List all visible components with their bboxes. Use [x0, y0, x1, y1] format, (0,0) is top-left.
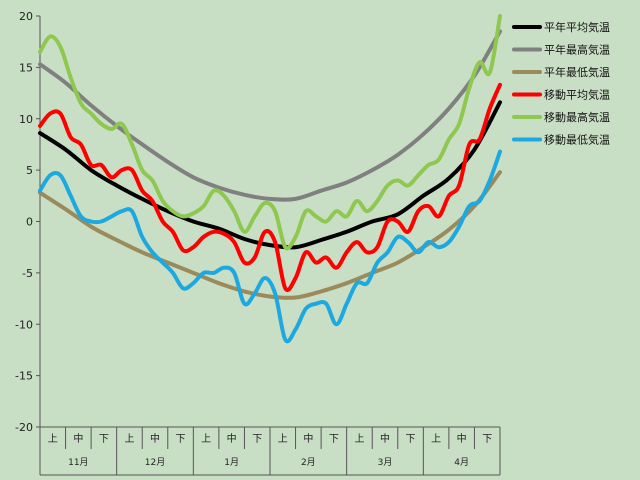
- legend-label: 移動最高気温: [544, 110, 610, 124]
- x-month-label: 3月: [378, 457, 393, 468]
- legend-label: 平年平均気温: [544, 20, 610, 34]
- x-sub-period-label: 上: [278, 433, 288, 445]
- y-axis: 20 15 10 5 0 -5 -10 -15 -20: [15, 10, 41, 475]
- x-sub-period-label: 上: [201, 433, 211, 445]
- x-sub-period-label: 下: [329, 434, 339, 445]
- legend-label: 移動最低気温: [544, 133, 610, 147]
- x-axis: 上 中 下 11月 上 中 下 12月 上 中 下 1月 上 中 下 2月 上 中 下 3月 上 中 下 4月: [40, 426, 501, 476]
- x-sub-period-label: 下: [406, 434, 416, 445]
- x-sub-period-label: 下: [482, 434, 492, 445]
- x-month-label: 12月: [145, 457, 165, 468]
- x-sub-period-label: 中: [227, 432, 237, 445]
- x-sub-period-label: 下: [176, 434, 186, 445]
- y-tick-label: -20: [15, 421, 33, 434]
- y-tick-label: -10: [15, 318, 33, 331]
- legend-label: 移動平均気温: [544, 88, 610, 102]
- x-month-label: 11月: [68, 457, 88, 468]
- series-lines: [38, 14, 502, 344]
- x-sub-period-label: 下: [99, 434, 109, 445]
- x-sub-period-label: 中: [380, 432, 390, 445]
- y-tick-label: 5: [26, 164, 33, 177]
- legend-label: 平年最低気温: [544, 65, 610, 79]
- series-line-5: [38, 149, 502, 344]
- x-sub-period-label: 上: [431, 433, 441, 445]
- y-tick-label: 0: [26, 216, 33, 229]
- y-tick-label: 15: [19, 61, 33, 74]
- x-sub-period-label: 中: [73, 432, 83, 445]
- x-sub-period-label: 中: [457, 432, 467, 445]
- legend-label: 平年最高気温: [544, 43, 610, 57]
- series-line-0: [38, 100, 502, 250]
- x-sub-period-label: 中: [150, 432, 160, 445]
- x-month-label: 2月: [301, 457, 316, 468]
- y-tick-label: 10: [19, 113, 33, 126]
- series-line-3: [38, 82, 502, 293]
- y-tick-label: 20: [19, 10, 33, 23]
- x-sub-period-label: 上: [48, 433, 58, 445]
- x-sub-period-label: 下: [252, 434, 262, 445]
- x-month-label: 4月: [454, 457, 469, 468]
- x-sub-period-label: 上: [354, 433, 364, 445]
- y-tick-label: -5: [22, 267, 33, 280]
- x-sub-period-label: 上: [124, 433, 134, 445]
- x-sub-period-label: 中: [303, 432, 313, 445]
- y-tick-label: -15: [15, 370, 33, 383]
- x-month-label: 1月: [224, 457, 239, 468]
- series-line-4: [38, 14, 502, 251]
